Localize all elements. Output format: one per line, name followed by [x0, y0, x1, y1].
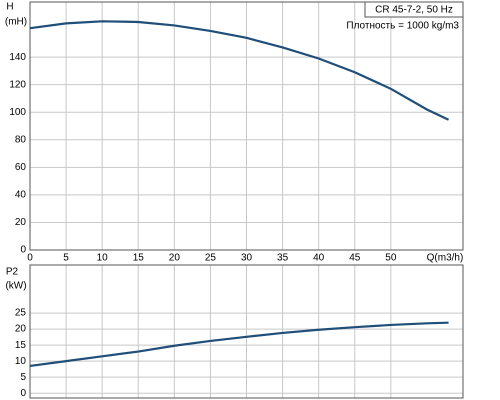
y-axis-unit: (kW)	[5, 281, 26, 292]
plot-frame	[29, 1, 464, 251]
y-tick-label: 25	[15, 308, 27, 319]
y-axis-label: P2	[6, 267, 19, 278]
x-tick-label: 0	[27, 253, 33, 264]
panel: 0 5 10 15 20 25 30 35 40 45 50 0 20 40 60 80 100 120 140	[9, 1, 464, 264]
y-tick-label: 10	[15, 356, 27, 367]
x-tick-label: 15	[133, 253, 145, 264]
y-tick-label: 20	[15, 324, 27, 335]
x-tick-label: 50	[385, 253, 397, 264]
y-tick-label: 0	[20, 245, 26, 256]
y-tick-label: 120	[9, 79, 26, 90]
curve	[29, 20, 450, 121]
curve	[29, 321, 449, 368]
y-tick-label: 40	[15, 190, 27, 201]
x-tick-label: 20	[169, 253, 181, 264]
y-axis-unit: (mH)	[5, 17, 27, 28]
y-tick-label: 100	[9, 107, 26, 118]
panel: 0 5 10 15 20 25	[15, 264, 464, 399]
annotation-box	[364, 1, 464, 18]
y-tick-label: 0	[20, 388, 26, 399]
annotation: Плотность = 1000 kg/m3	[346, 21, 459, 32]
y-tick-label: 80	[15, 134, 27, 145]
y-tick-label: 15	[15, 340, 27, 351]
x-axis-label: Q(m3/h)	[427, 253, 464, 264]
y-tick-label: 20	[15, 217, 27, 228]
x-tick-label: 30	[241, 253, 253, 264]
x-tick-label: 25	[205, 253, 217, 264]
x-tick-label: 5	[63, 253, 69, 264]
y-axis-label: H	[6, 2, 13, 13]
x-tick-label: 35	[277, 253, 289, 264]
annotation: CR 45-7-2, 50 Hz	[375, 5, 453, 16]
x-tick-label: 40	[313, 253, 325, 264]
y-tick-label: 60	[15, 162, 27, 173]
x-tick-label: 10	[97, 253, 109, 264]
plot-frame	[29, 264, 464, 399]
y-tick-label: 5	[20, 372, 26, 383]
y-tick-label: 140	[9, 52, 26, 63]
x-tick-label: 45	[349, 253, 361, 264]
